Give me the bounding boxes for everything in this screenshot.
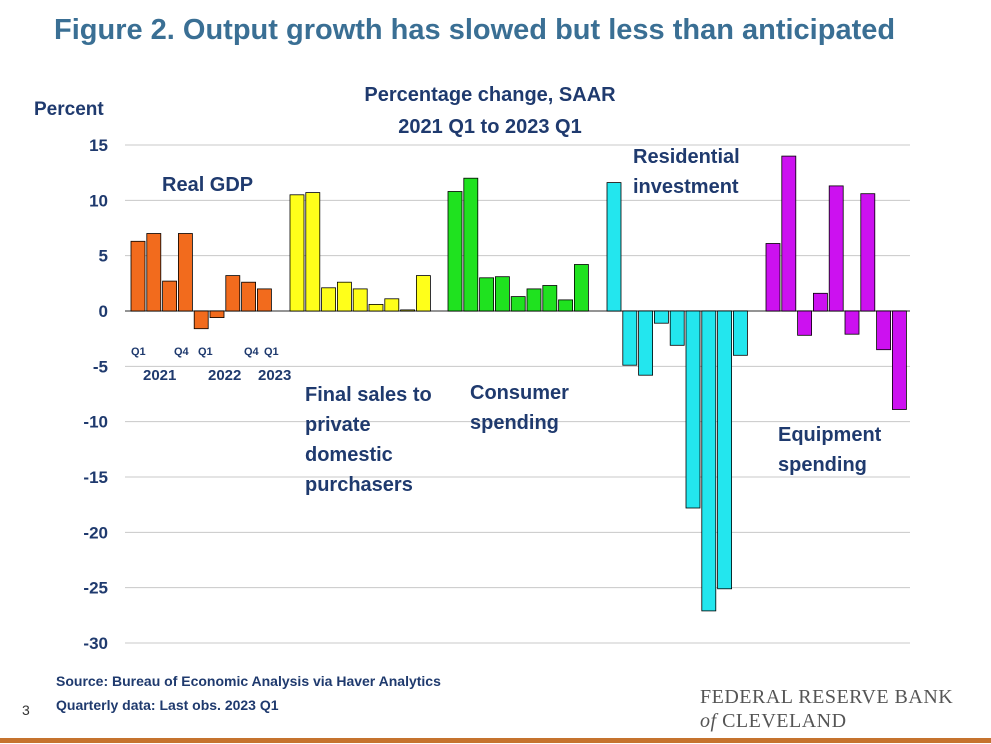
y-axis-label: Percent [34,99,104,120]
bar [606,182,622,312]
year-marker-2022: 2022 [208,367,242,384]
bar [765,243,781,312]
bar [368,303,384,312]
year-marker-2021: 2021 [143,367,177,384]
group-label-residential-investment: Residential investment [633,146,740,198]
bar [146,233,162,312]
bar [781,155,797,312]
y-tick-label: -30 [83,634,108,653]
bar [384,298,400,312]
quarter-marker-q1-2023: Q1 [264,346,279,358]
bar [526,288,542,312]
bar [685,310,701,509]
source-note: Source: Bureau of Economic Analysis via … [56,673,441,689]
quarter-marker-q1-2022: Q1 [198,346,213,358]
y-tick-labels: 15 10 5 0 -5 -10 -15 -20 -25 -30 [83,136,108,653]
bar [669,310,685,346]
org-logo-of: of [700,710,717,732]
quarter-marker-q4-2022: Q4 [244,346,259,358]
y-tick-label: -10 [83,413,108,432]
org-logo-city: CLEVELAND [722,710,847,732]
bar [813,292,828,312]
group-label-consumer-spending: Consumer spending [470,382,569,434]
bar [321,287,337,312]
bar [892,310,907,410]
bar [638,310,653,376]
bar [193,310,209,330]
bar [162,280,178,312]
bar [400,309,416,312]
bar [654,310,669,324]
figure-title: Figure 2. Output growth has slowed but l… [54,14,896,46]
bar [256,288,272,312]
y-tick-label: 15 [89,136,108,155]
chart-subtitle: 2021 Q1 to 2023 Q1 [398,116,582,138]
bar [574,264,589,312]
bar [289,194,305,312]
group-label-equipment-spending: Equipment spending [778,424,882,476]
y-tick-label: -5 [93,357,108,376]
bar [844,310,860,335]
data-note: Quarterly data: Last obs. 2023 Q1 [56,697,279,713]
bar [733,310,748,356]
quarter-marker-q4-2021: Q4 [174,346,189,358]
bar [447,191,463,312]
bar [463,177,479,312]
bars [130,155,907,612]
bar [510,296,526,312]
bar [860,193,876,312]
year-marker-2023: 2023 [258,367,292,384]
bar [479,277,495,312]
bar [336,281,352,312]
bar [352,288,368,312]
y-tick-label: 5 [99,247,108,266]
y-tick-label: 10 [89,191,108,210]
bar [415,275,431,312]
bar [542,285,558,312]
group-label-real-gdp: Real GDP [162,174,254,196]
chart-title: Percentage change, SAAR [364,84,616,106]
group-label-final-sales: Final sales to private domestic purchase… [305,384,432,496]
bar [876,310,891,351]
y-tick-label: -20 [83,523,108,542]
bar [177,233,193,312]
bar [241,281,257,312]
y-tick-label: -15 [83,468,108,487]
bar [622,310,638,366]
bar-chart: 15 10 5 0 -5 -10 -15 -20 -25 -30 [83,136,910,653]
bottom-rule [0,738,991,743]
org-logo-line2: of CLEVELAND [700,710,847,733]
bar [717,310,732,590]
bar [130,240,146,312]
org-logo-line1: FEDERAL RESERVE BANK [700,686,954,708]
bar [209,310,225,318]
bar [225,275,241,312]
y-tick-label: 0 [99,302,108,321]
bar [797,310,812,336]
y-tick-label: -25 [83,579,108,598]
bar [701,310,717,612]
bar [494,276,510,312]
bar [558,299,573,312]
slide-number: 3 [22,702,30,718]
bar [305,192,321,312]
bar [828,185,844,312]
quarter-marker-q1-2021: Q1 [131,346,146,358]
